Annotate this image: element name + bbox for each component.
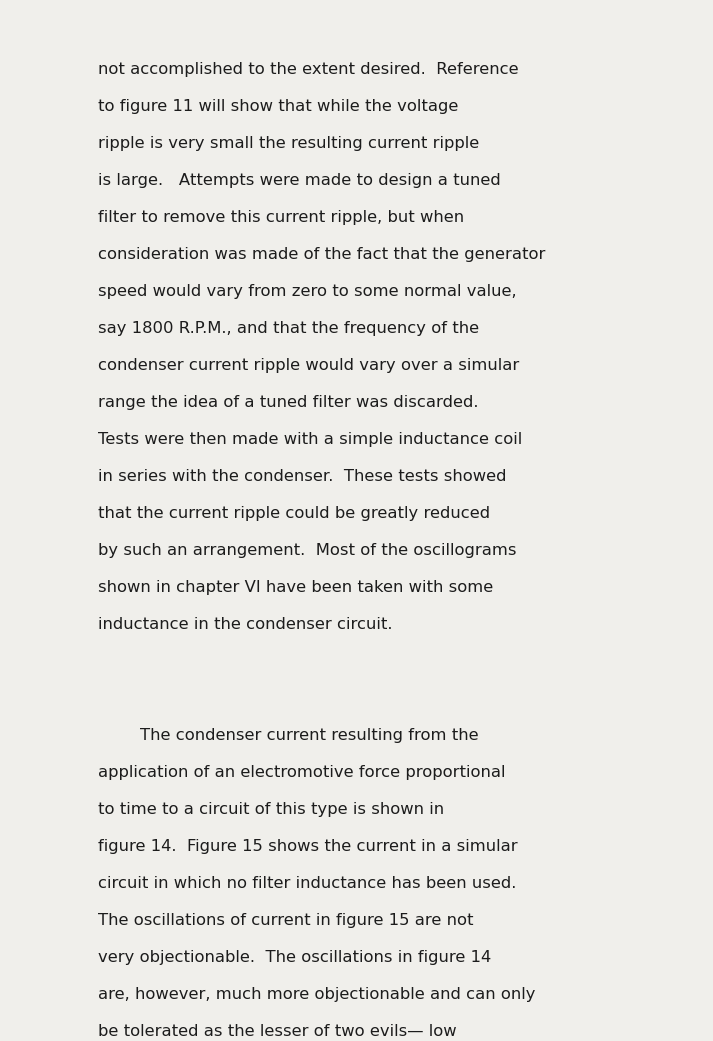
Text: is large.   Attempts were made to design a tuned: is large. Attempts were made to design a… (98, 173, 501, 188)
Text: are, however, much more objectionable and can only: are, however, much more objectionable an… (98, 987, 535, 1002)
Text: filter to remove this current ripple, but when: filter to remove this current ripple, bu… (98, 210, 464, 225)
Text: speed would vary from zero to some normal value,: speed would vary from zero to some norma… (98, 284, 517, 299)
Text: say 1800 R.P.M., and that the frequency of the: say 1800 R.P.M., and that the frequency … (98, 321, 479, 336)
Text: to figure 11 will show that while the voltage: to figure 11 will show that while the vo… (98, 99, 458, 115)
Text: The oscillations of current in figure 15 are not: The oscillations of current in figure 15… (98, 913, 473, 928)
Text: not accomplished to the extent desired.  Reference: not accomplished to the extent desired. … (98, 62, 518, 77)
Text: figure 14.  Figure 15 shows the current in a simular: figure 14. Figure 15 shows the current i… (98, 839, 518, 854)
Text: inductance in the condenser circuit.: inductance in the condenser circuit. (98, 617, 392, 632)
Text: Tests were then made with a simple inductance coil: Tests were then made with a simple induc… (98, 432, 522, 447)
Text: be tolerated as the lesser of two evils— low: be tolerated as the lesser of two evils—… (98, 1024, 456, 1039)
Text: circuit in which no filter inductance has been used.: circuit in which no filter inductance ha… (98, 875, 516, 891)
Text: ripple is very small the resulting current ripple: ripple is very small the resulting curre… (98, 136, 479, 151)
Text: condenser current ripple would vary over a simular: condenser current ripple would vary over… (98, 358, 519, 373)
Text: to time to a circuit of this type is shown in: to time to a circuit of this type is sho… (98, 802, 444, 817)
Text: range the idea of a tuned filter was discarded.: range the idea of a tuned filter was dis… (98, 395, 478, 410)
Text: very objectionable.  The oscillations in figure 14: very objectionable. The oscillations in … (98, 950, 491, 965)
Text: in series with the condenser.  These tests showed: in series with the condenser. These test… (98, 469, 506, 484)
Text: application of an electromotive force proportional: application of an electromotive force pr… (98, 765, 506, 780)
Text: that the current ripple could be greatly reduced: that the current ripple could be greatly… (98, 506, 490, 520)
Text: consideration was made of the fact that the generator: consideration was made of the fact that … (98, 247, 545, 262)
Text: shown in chapter VI have been taken with some: shown in chapter VI have been taken with… (98, 580, 493, 595)
Text: by such an arrangement.  Most of the oscillograms: by such an arrangement. Most of the osci… (98, 543, 516, 558)
Text: The condenser current resulting from the: The condenser current resulting from the (98, 728, 478, 743)
